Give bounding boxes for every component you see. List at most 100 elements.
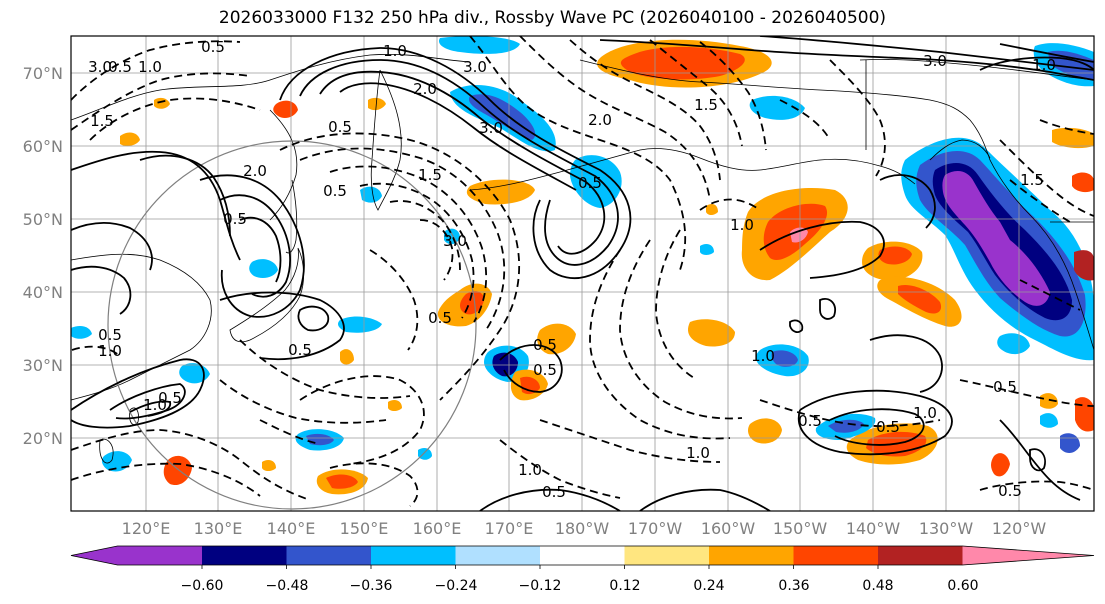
- coast-okhotsk: [269, 109, 298, 221]
- pos-contour-hawaii: [999, 419, 1081, 501]
- coast-aleutians: [469, 149, 641, 191]
- pos-contour-jet-6: [759, 36, 1094, 71]
- div-fill-small-1: [273, 100, 298, 118]
- pos-contour-jet-7: [999, 43, 1094, 63]
- lat-label-70n: 70°N: [23, 64, 63, 83]
- map-title: 2026033000 F132 250 hPa div., Rossby Wav…: [218, 8, 887, 28]
- lon-label-180w: 180°W: [555, 519, 610, 538]
- neg-contour-ne-3: [1039, 119, 1094, 135]
- neg-contour-bering-5: [699, 41, 767, 151]
- coast-canada-north: [859, 59, 1094, 81]
- div-fill-small-6: [1072, 172, 1094, 193]
- div-fill-central-pacific: [687, 319, 735, 347]
- contour-label: 1.0: [730, 216, 754, 234]
- contour-label: 1.0: [383, 42, 407, 60]
- lon-label-150w: 150°W: [773, 519, 828, 538]
- colorbar-tick-1: −0.48: [266, 578, 309, 594]
- pos-contour-korea-2: [297, 305, 330, 332]
- pos-contour-jet-3: [319, 70, 606, 255]
- contour-label: 1.0: [518, 461, 542, 479]
- contour-label: 0.5: [533, 336, 557, 354]
- div-fill-hawaii: [748, 418, 782, 444]
- neg-contour-south-2: [499, 439, 621, 499]
- pos-contour-sub-e-2: [829, 408, 925, 446]
- colorbar-bin-7: [709, 546, 794, 565]
- colorbar-tick-8: 0.48: [862, 578, 893, 594]
- colorbar: [70, 545, 1095, 569]
- pos-contour-east-2: [819, 298, 836, 320]
- colorbar-bin-2: [286, 546, 372, 565]
- colorbar-bin-0: [117, 546, 203, 565]
- contour-label: 1.0: [751, 347, 775, 365]
- pos-contour-nw: [71, 222, 153, 271]
- neg-contour-bering-3: [569, 39, 721, 181]
- pos-contour-jet-4: [339, 82, 577, 191]
- positive-contours: [71, 36, 1094, 511]
- lon-label-150e: 150°E: [340, 519, 389, 538]
- colorbar-bin-1: [202, 546, 287, 565]
- neg-contour-bering-2: [519, 36, 711, 201]
- colorbar-tick-5: 0.12: [609, 578, 640, 594]
- pos-contour-china-2: [109, 383, 186, 420]
- lon-label-160w: 160°W: [701, 519, 756, 538]
- contour-label: 1.0: [98, 342, 122, 360]
- lon-label-130e: 130°E: [194, 519, 243, 538]
- pos-contour-central: [499, 344, 563, 393]
- divergence-fill-layer: [71, 36, 1094, 495]
- contour-label: 1.0: [143, 396, 167, 414]
- div-fill-small-7: [1074, 250, 1094, 281]
- lon-label-170e: 170°E: [485, 519, 534, 538]
- pos-contour-hawaii-2: [1029, 448, 1046, 472]
- coast-kamchatka: [370, 69, 402, 211]
- div-fill-gulf-alaska-peak: [790, 227, 808, 243]
- contour-label: 1.0: [686, 444, 710, 462]
- neg-contour-nw-1: [71, 40, 241, 101]
- conv-fill-small-9: [418, 448, 432, 460]
- conv-fill-alaska-south: [570, 155, 622, 208]
- neg-contour-japan-1: [239, 339, 411, 399]
- contour-label: 0.5: [158, 389, 182, 407]
- contour-label: 1.5: [694, 96, 718, 114]
- neg-contour-bering-4: [649, 39, 743, 147]
- conv-fill-central-1-core: [492, 352, 518, 377]
- contour-label: 0.5: [108, 58, 132, 76]
- conv-fill-small-7: [1040, 413, 1058, 428]
- div-fill-small-15: [340, 349, 354, 365]
- contour-label: 0.5: [798, 412, 822, 430]
- neg-contour-central-2: [619, 239, 743, 420]
- lat-label-60n: 60°N: [23, 137, 63, 156]
- neg-contour-trough-4: [359, 182, 475, 319]
- coast-philippines: [99, 438, 114, 464]
- neg-contour-south-1: [539, 419, 721, 463]
- contour-label: 0.5: [98, 326, 122, 344]
- coast-taiwan: [129, 407, 139, 426]
- region-circle: [107, 140, 477, 510]
- neg-contour-central-1: [589, 249, 731, 440]
- neg-contour-mid-4: [1019, 279, 1081, 311]
- contour-label: 2.0: [588, 111, 612, 129]
- neg-contour-trough-5: [389, 200, 461, 271]
- colorbar-arrow-high: [962, 546, 1094, 565]
- neg-contour-mid-3: [71, 345, 121, 357]
- contour-label: 3.0: [443, 232, 467, 250]
- contour-label: 3.0: [479, 119, 503, 137]
- div-fill-small-12: [388, 400, 402, 411]
- colorbar-tick-9: 0.60: [947, 578, 978, 594]
- conv-fill-bering-core: [468, 94, 536, 140]
- pos-contour-korea: [219, 291, 345, 361]
- lon-label-160e: 160°E: [413, 519, 462, 538]
- colorbar-tick-6: 0.24: [693, 578, 724, 594]
- colorbar-tick-2: −0.36: [350, 578, 393, 594]
- contour-label: 1.5: [90, 112, 114, 130]
- div-fill-small-14: [706, 204, 718, 215]
- contour-label: 0.5: [201, 38, 225, 56]
- div-fill-small-9: [991, 453, 1010, 477]
- neg-contour-sw-4: [329, 462, 419, 507]
- div-fill-small-11: [262, 460, 276, 471]
- conv-fill-small-6: [997, 333, 1030, 355]
- neg-contour-sw-3: [299, 375, 425, 465]
- contour-label: 0.5: [288, 341, 312, 359]
- neg-contour-sw-2: [71, 462, 261, 497]
- colorbar-outline: [70, 545, 1095, 566]
